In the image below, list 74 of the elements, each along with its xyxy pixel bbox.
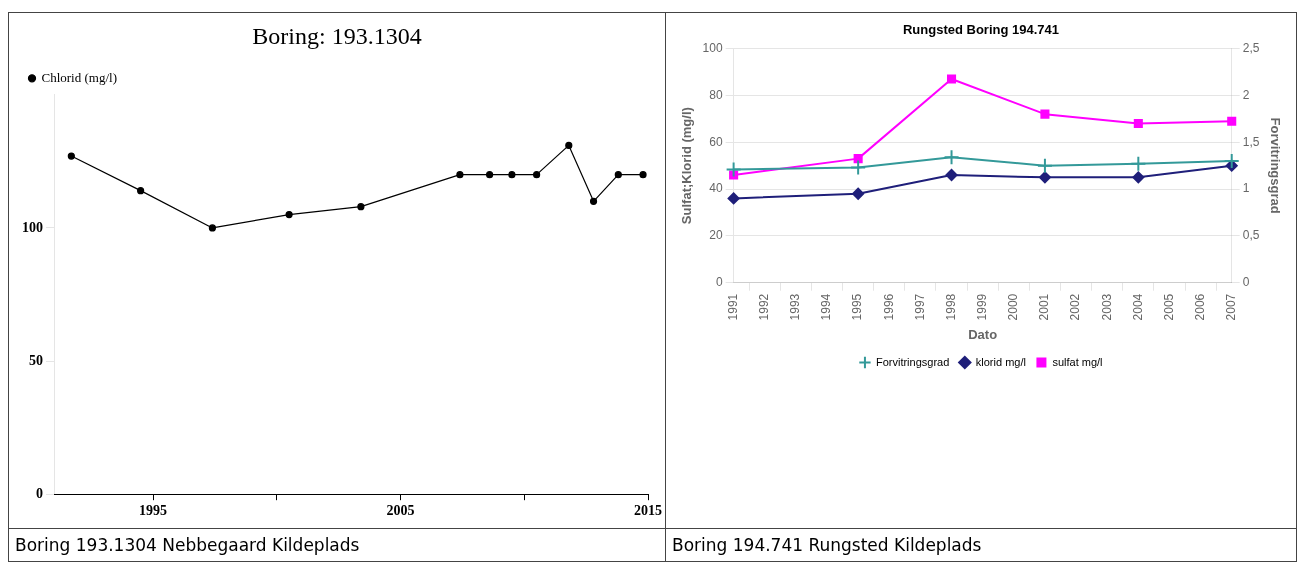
x-tick-label: 2000 — [1006, 293, 1021, 321]
x-tick-label: 2005 — [1161, 293, 1176, 321]
y2-tick-label: 1 — [1242, 181, 1250, 196]
legend-label: klorid mg/l — [975, 355, 1026, 368]
y-axis-title: Sulfat;Klorid (mg/l) — [679, 107, 695, 225]
point — [1130, 155, 1147, 172]
x-tick-label: 2005 — [386, 503, 415, 519]
y2-tick-label: 0,5 — [1242, 228, 1260, 243]
text: Boring 194.741 Rungsted Kildeplads — [672, 535, 983, 555]
y2-tick-label: 2,5 — [1242, 40, 1260, 55]
y2-tick-label: 2 — [1242, 87, 1250, 102]
point — [1132, 171, 1145, 184]
point — [486, 171, 494, 179]
x-tick-label: 1994 — [819, 293, 834, 321]
point — [945, 169, 958, 182]
y2-tick-label: 0 — [1242, 275, 1250, 290]
x-tick-label: 1991 — [725, 293, 740, 321]
x-tick-label: 2015 — [634, 503, 662, 519]
x-axis-title: Dato — [968, 326, 998, 342]
point — [943, 149, 960, 166]
y-tick-label: 50 — [29, 352, 43, 368]
legend-label: Forvitringsgrad — [875, 355, 950, 368]
point — [357, 203, 365, 211]
x-tick-label: 1995 — [139, 503, 167, 519]
point — [1133, 118, 1143, 129]
point — [947, 74, 957, 84]
y-tick-label: 100 — [22, 219, 43, 235]
point — [533, 171, 541, 179]
point — [137, 187, 145, 195]
point — [285, 211, 293, 219]
y-tick-label: 20 — [709, 228, 723, 243]
point — [852, 187, 865, 200]
text: Boring 193.1304 Nebbegaard Kildeplads — [15, 535, 361, 555]
point — [1223, 152, 1240, 169]
chart-title: Boring: 193.1304 — [252, 22, 422, 49]
point — [565, 141, 573, 149]
point — [508, 171, 516, 179]
y-tick-label: 0 — [715, 275, 723, 290]
x-tick-label: 2002 — [1068, 293, 1083, 321]
x-tick-label: 2007 — [1224, 293, 1239, 321]
legend-label: Chlorid (mg/l) — [41, 69, 117, 85]
legend-label: sulfat mg/l — [1052, 355, 1103, 368]
point — [614, 171, 622, 179]
x-tick-label: 1996 — [881, 293, 896, 321]
y-tick-label: 60 — [709, 134, 723, 149]
point — [853, 154, 863, 164]
y-tick-label: 0 — [36, 485, 43, 501]
x-tick-label: 1999 — [974, 293, 989, 321]
x-tick-label: 1995 — [850, 293, 865, 321]
x-tick-label: 2004 — [1130, 293, 1145, 321]
x-tick-label: 2003 — [1099, 293, 1114, 321]
chart-title: Rungsted Boring 194.741 — [902, 22, 1060, 38]
x-tick-label: 1993 — [788, 293, 803, 321]
x-tick-label: 2006 — [1192, 293, 1207, 321]
point — [456, 171, 464, 179]
point — [639, 171, 647, 179]
point — [1036, 157, 1053, 174]
x-tick-label: 2001 — [1037, 293, 1052, 321]
point — [1040, 109, 1050, 119]
point — [725, 161, 742, 178]
point — [850, 159, 867, 176]
y2-axis-title: Forvitringsgrad — [1267, 117, 1283, 214]
point — [1038, 171, 1051, 184]
point — [589, 197, 598, 205]
y-tick-label: 40 — [709, 181, 723, 196]
y2-tick-label: 1,5 — [1242, 134, 1260, 149]
point — [1227, 116, 1237, 126]
x-tick-label: 1997 — [912, 293, 927, 321]
y-tick-label: 100 — [702, 40, 723, 55]
x-tick-label: 1992 — [757, 293, 772, 321]
y-tick-label: 80 — [709, 87, 723, 102]
x-tick-label: 1998 — [943, 293, 958, 321]
point — [67, 152, 75, 160]
point — [208, 224, 216, 232]
